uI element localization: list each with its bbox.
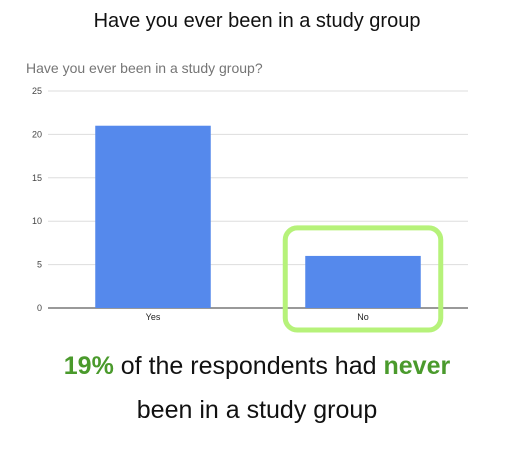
caption-text: of the respondents had [113, 352, 384, 380]
caption-percent: 19% [63, 352, 114, 380]
y-tick-label: 0 [37, 303, 42, 313]
caption-emphasis: never [383, 352, 451, 380]
y-tick-label: 15 [32, 173, 42, 183]
x-tick-label: No [357, 312, 369, 322]
bars [95, 125, 421, 308]
bar-yes [95, 125, 211, 308]
y-tick-label: 10 [32, 216, 42, 226]
bar-chart: Have you ever been in a study group? 0 5 1… [26, 60, 468, 333]
highlight-box [282, 225, 444, 333]
slide-title: Have you ever been in a study group [93, 10, 421, 32]
bar-no [305, 255, 421, 308]
chart-title: Have you ever been in a study group? [26, 60, 263, 76]
x-axis-labels: Yes No [146, 312, 369, 322]
caption-line-2: been in a study group [136, 396, 378, 424]
y-tick-label: 20 [32, 129, 42, 139]
y-axis-ticks: 0 5 10 15 20 25 [32, 86, 42, 313]
y-tick-label: 5 [37, 260, 42, 270]
x-tick-label: Yes [146, 312, 161, 322]
y-tick-label: 25 [32, 86, 42, 96]
highlight-layer [282, 225, 444, 333]
caption-line-1: 19% of the respondents had never [0, 352, 514, 381]
